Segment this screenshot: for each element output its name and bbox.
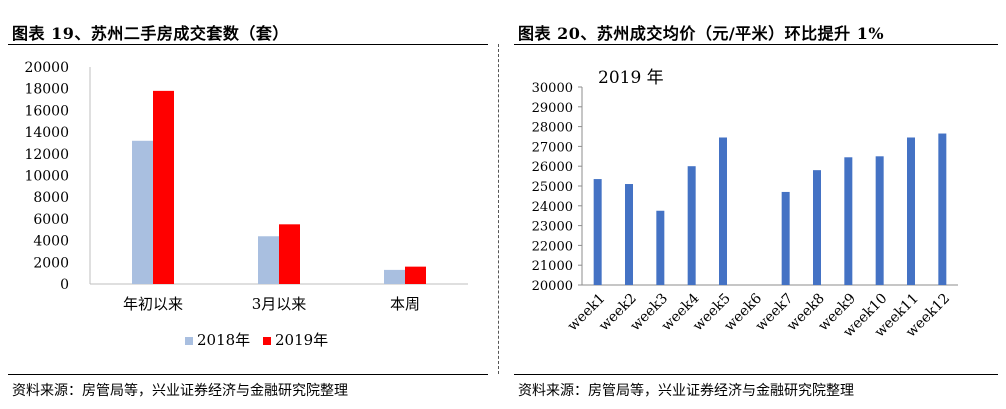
right-chart-panel: 图表 20、苏州成交均价（元/平米）环比提升 1% 20000 21000 2200…: [506, 0, 1006, 409]
chart-annotation: 2019 年: [598, 68, 664, 88]
bar-2018年-本周: [384, 269, 405, 284]
y-tick-label: 20000: [24, 60, 69, 76]
y-tick-label: 26000: [532, 160, 573, 175]
bar-week11: [907, 137, 915, 285]
left-chart-title: 图表 19、苏州二手房成交套数（套）: [12, 24, 289, 43]
y-tick-label: 6000: [33, 212, 69, 228]
bar-2019年-本周: [405, 266, 426, 284]
legend-label: 2018年: [197, 331, 250, 349]
y-tick-label: 4000: [33, 234, 69, 250]
bar-week3: [656, 210, 665, 285]
panel-divider: [498, 44, 499, 374]
y-tick-label: 12000: [24, 147, 69, 163]
bar-2019年-年初以来: [153, 90, 174, 285]
legend-swatch: [263, 337, 271, 345]
left-chart-source: 资料来源：房管局等，兴业证券经济与金融研究院整理: [12, 383, 348, 399]
right-chart-source: 资料来源：房管局等，兴业证券经济与金融研究院整理: [518, 383, 854, 399]
bar-2018年-3月以来: [258, 236, 279, 284]
y-tick-label: 23000: [532, 220, 573, 235]
bar-week5: [719, 137, 727, 285]
left-chart-panel: 图表 19、苏州二手房成交套数（套） 0 2000 4000 6000 8000 1000…: [0, 0, 496, 409]
left-source-rule: [8, 374, 488, 375]
bar-week8: [813, 170, 821, 285]
bar-week12: [938, 133, 947, 285]
y-tick-label: 22000: [532, 239, 573, 254]
y-tick-label: 0: [60, 277, 69, 293]
y-tick-label: 2000: [33, 255, 69, 271]
y-tick-label: 29000: [532, 101, 573, 116]
legend-swatch: [185, 337, 193, 345]
y-tick-label: 27000: [532, 140, 573, 155]
y-tick-label: 30000: [532, 81, 573, 96]
y-tick-label: 16000: [24, 103, 69, 119]
right-chart-svg: 20000 21000 22000 23000 24000 25000 26000 27000…: [532, 68, 958, 341]
bar-week7: [781, 191, 790, 285]
legend-label: 2019年: [275, 331, 328, 349]
x-tick-label: 3月以来: [252, 295, 307, 313]
y-tick-label: 8000: [33, 190, 69, 206]
y-tick-label: 10000: [24, 169, 69, 185]
y-tick-label: 18000: [24, 82, 69, 98]
left-title-rule: [8, 44, 488, 45]
bar-week2: [625, 184, 633, 285]
right-chart-title: 图表 20、苏州成交均价（元/平米）环比提升 1%: [518, 24, 885, 43]
bar-week9: [844, 157, 853, 285]
right-source-rule: [514, 374, 998, 375]
x-tick-label: 年初以来: [123, 295, 183, 313]
y-tick-label: 24000: [532, 200, 573, 215]
x-tick-label: 本周: [390, 295, 420, 313]
right-title-rule: [514, 44, 998, 45]
y-tick-label: 20000: [532, 279, 573, 294]
y-tick-label: 25000: [532, 180, 573, 195]
bar-2019年-3月以来: [279, 224, 300, 284]
bar-2018年-年初以来: [132, 140, 153, 284]
y-tick-label: 21000: [532, 259, 573, 274]
left-chart-svg: 0 2000 4000 6000 8000 10000 12000 14000 16000 180…: [24, 60, 468, 349]
bar-week1: [593, 179, 602, 285]
bar-week4: [687, 166, 696, 285]
y-tick-label: 28000: [532, 121, 573, 136]
y-tick-label: 14000: [24, 125, 69, 141]
bar-week10: [875, 156, 884, 285]
